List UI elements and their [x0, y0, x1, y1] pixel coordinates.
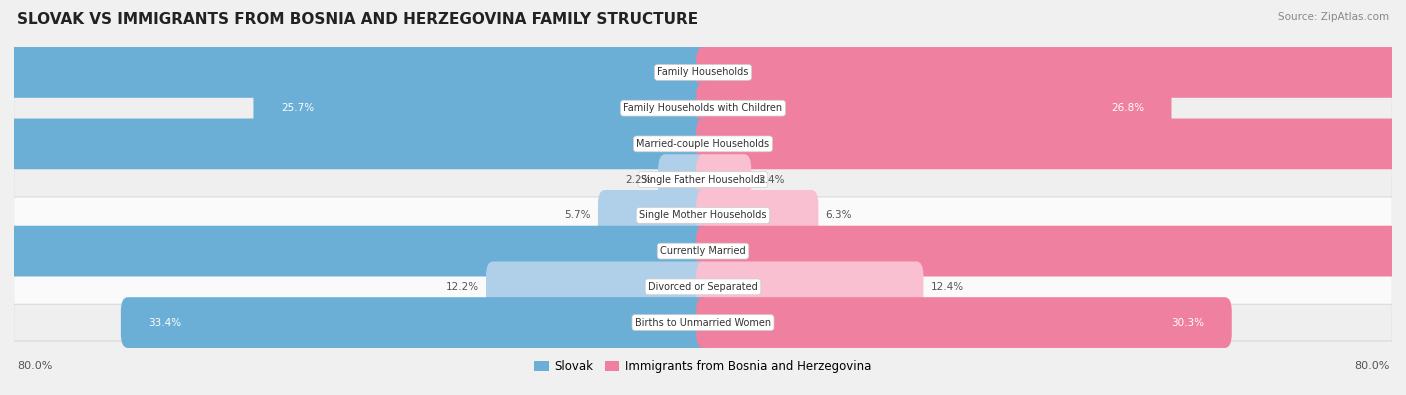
FancyBboxPatch shape: [696, 226, 1406, 276]
FancyBboxPatch shape: [14, 90, 1392, 126]
FancyBboxPatch shape: [14, 233, 1392, 269]
Text: 80.0%: 80.0%: [1354, 361, 1389, 371]
FancyBboxPatch shape: [14, 54, 1392, 91]
FancyBboxPatch shape: [696, 261, 924, 312]
Text: 26.8%: 26.8%: [1111, 103, 1144, 113]
FancyBboxPatch shape: [696, 297, 1232, 348]
Text: Married-couple Households: Married-couple Households: [637, 139, 769, 149]
FancyBboxPatch shape: [598, 190, 710, 241]
FancyBboxPatch shape: [121, 297, 710, 348]
FancyBboxPatch shape: [696, 190, 818, 241]
FancyBboxPatch shape: [696, 83, 1171, 134]
Text: 80.0%: 80.0%: [17, 361, 52, 371]
Text: 25.7%: 25.7%: [281, 103, 314, 113]
Text: SLOVAK VS IMMIGRANTS FROM BOSNIA AND HERZEGOVINA FAMILY STRUCTURE: SLOVAK VS IMMIGRANTS FROM BOSNIA AND HER…: [17, 12, 697, 27]
Text: Divorced or Separated: Divorced or Separated: [648, 282, 758, 292]
FancyBboxPatch shape: [0, 47, 710, 98]
FancyBboxPatch shape: [253, 83, 710, 134]
FancyBboxPatch shape: [696, 47, 1406, 98]
FancyBboxPatch shape: [14, 126, 1392, 162]
FancyBboxPatch shape: [0, 118, 710, 169]
FancyBboxPatch shape: [14, 269, 1392, 305]
FancyBboxPatch shape: [486, 261, 710, 312]
Text: 2.2%: 2.2%: [624, 175, 651, 184]
Text: Births to Unmarried Women: Births to Unmarried Women: [636, 318, 770, 327]
Legend: Slovak, Immigrants from Bosnia and Herzegovina: Slovak, Immigrants from Bosnia and Herze…: [530, 355, 876, 378]
Text: Family Households with Children: Family Households with Children: [623, 103, 783, 113]
Text: Single Father Households: Single Father Households: [641, 175, 765, 184]
FancyBboxPatch shape: [14, 161, 1392, 198]
Text: 6.3%: 6.3%: [825, 211, 852, 220]
FancyBboxPatch shape: [14, 304, 1392, 341]
FancyBboxPatch shape: [696, 118, 1406, 169]
Text: 33.4%: 33.4%: [149, 318, 181, 327]
FancyBboxPatch shape: [14, 197, 1392, 234]
Text: 12.2%: 12.2%: [446, 282, 479, 292]
Text: 12.4%: 12.4%: [931, 282, 963, 292]
Text: Source: ZipAtlas.com: Source: ZipAtlas.com: [1278, 12, 1389, 22]
Text: 2.4%: 2.4%: [758, 175, 785, 184]
FancyBboxPatch shape: [696, 154, 751, 205]
Text: Family Households: Family Households: [658, 68, 748, 77]
Text: Single Mother Households: Single Mother Households: [640, 211, 766, 220]
Text: 30.3%: 30.3%: [1171, 318, 1204, 327]
Text: Currently Married: Currently Married: [661, 246, 745, 256]
Text: 5.7%: 5.7%: [565, 211, 591, 220]
FancyBboxPatch shape: [658, 154, 710, 205]
FancyBboxPatch shape: [0, 226, 710, 276]
